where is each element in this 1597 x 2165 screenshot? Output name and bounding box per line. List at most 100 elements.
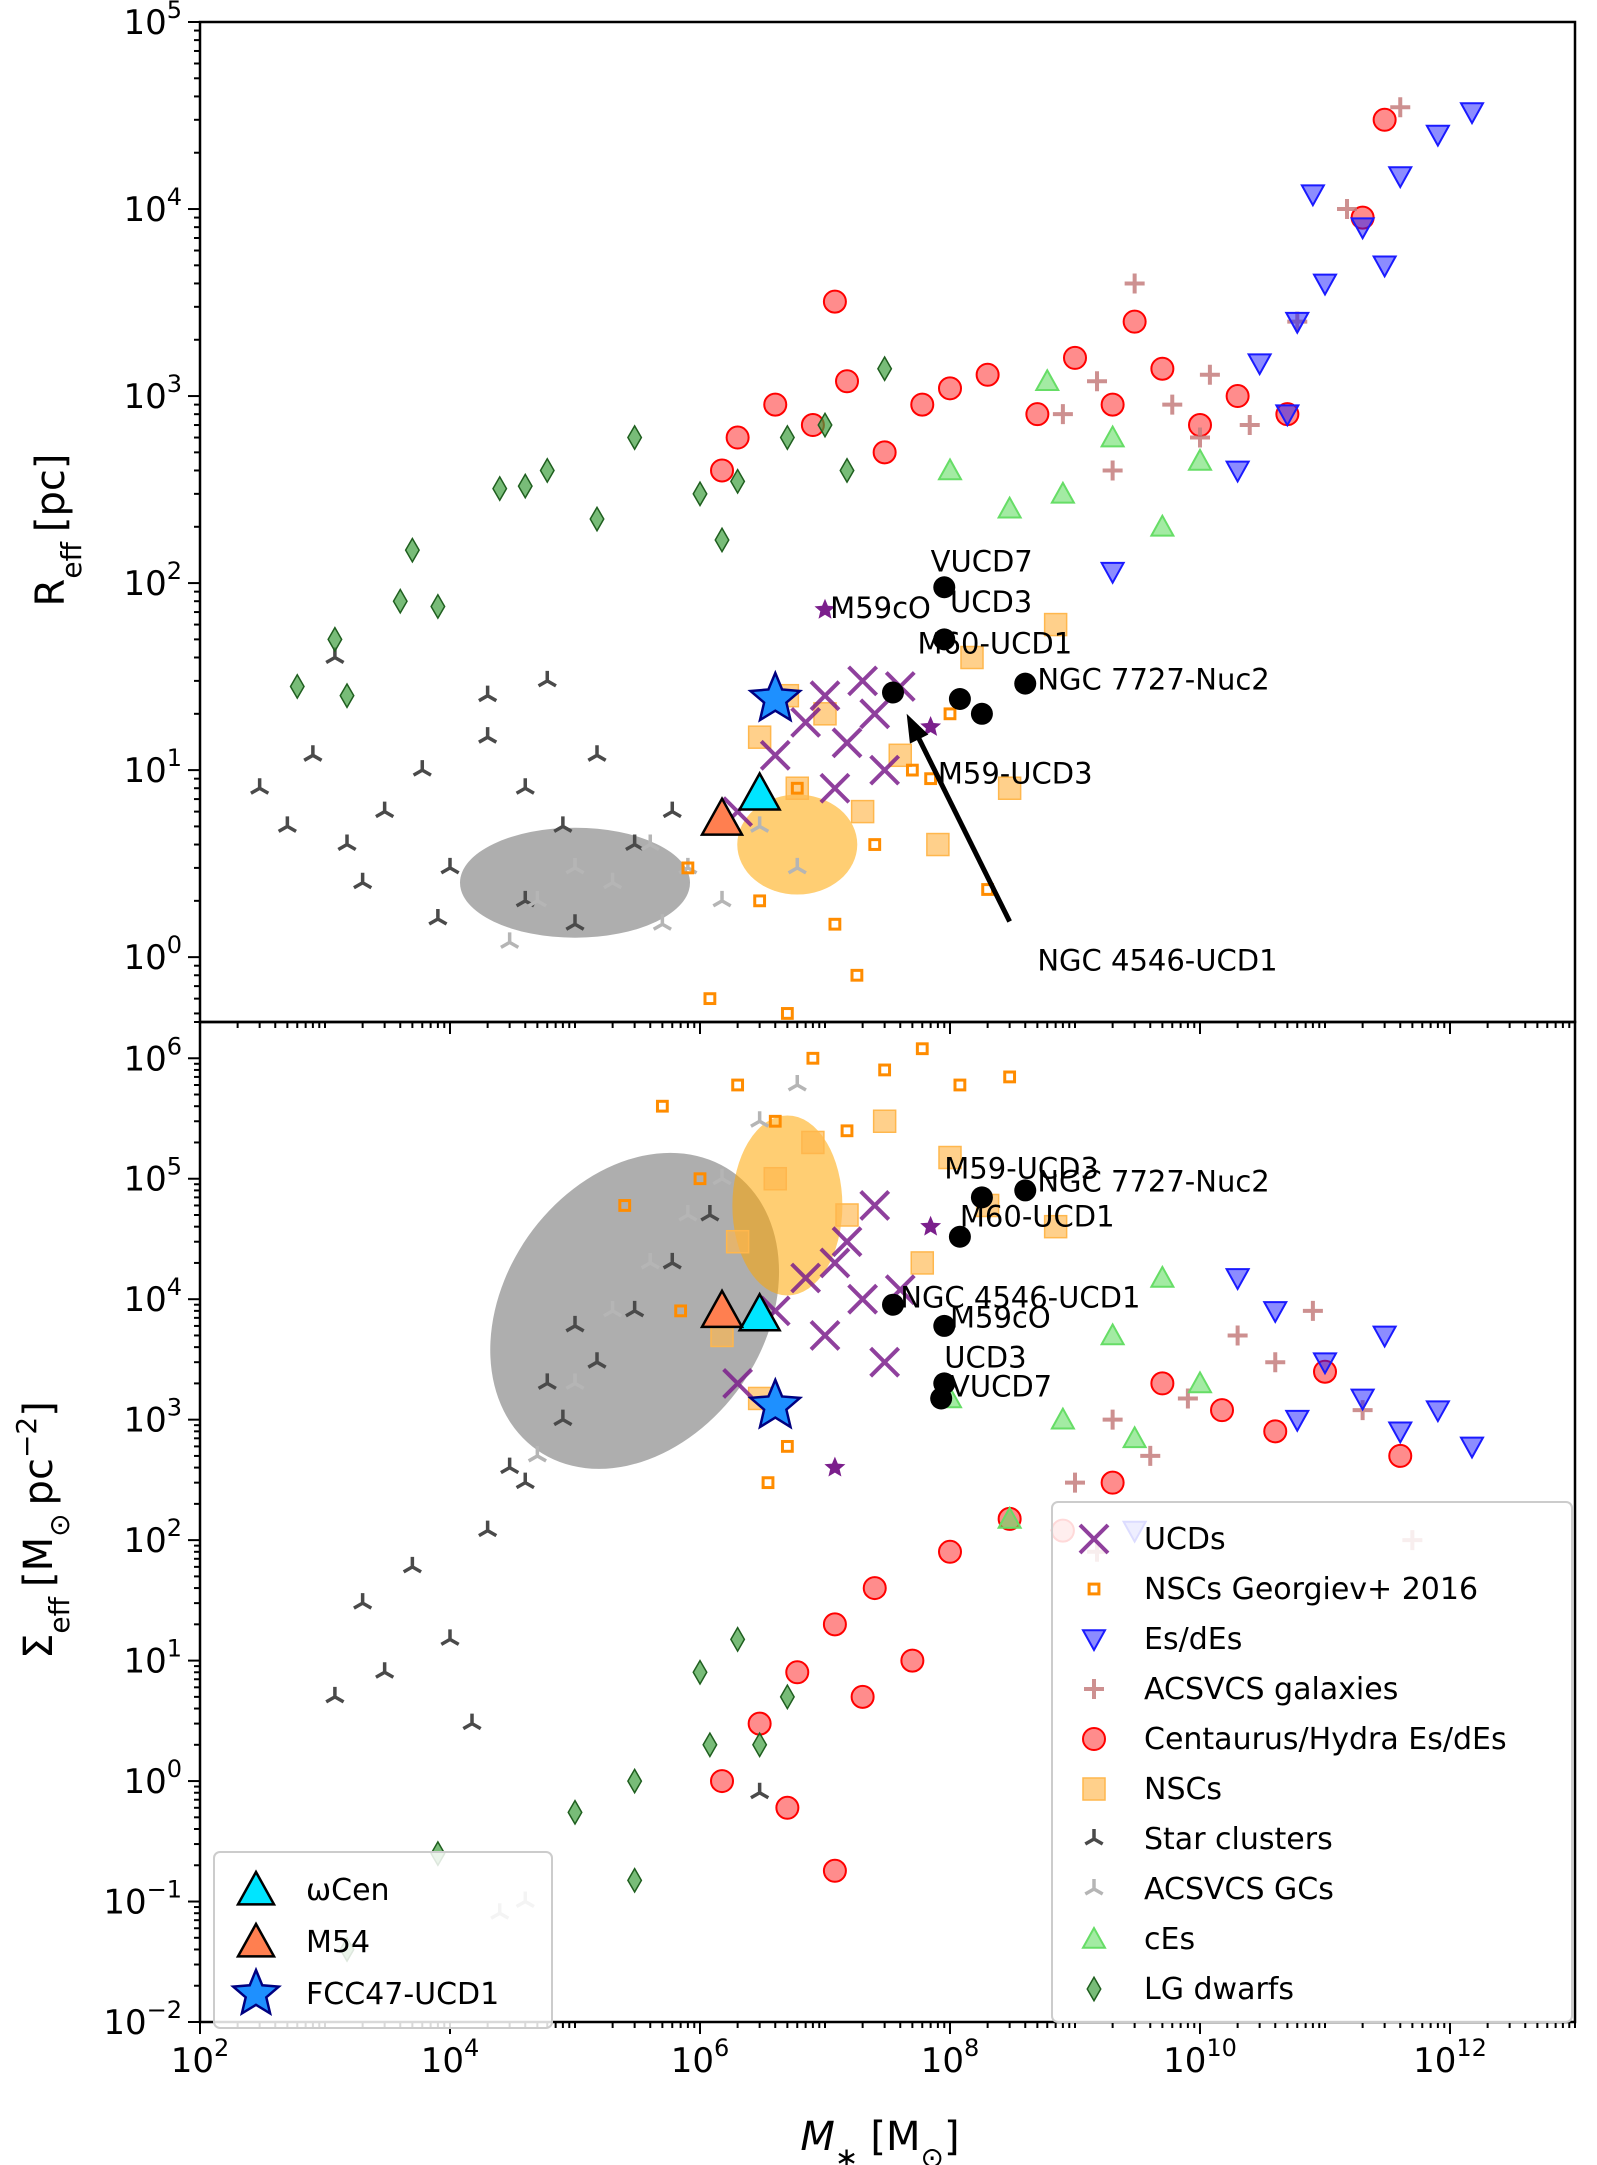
annotation-label: M59-UCD3 (938, 756, 1093, 790)
data-point (1043, 612, 1068, 637)
data-point (1224, 460, 1251, 484)
data-point (1050, 480, 1076, 504)
x-tick-label: 104 (421, 2034, 480, 2081)
axis-labels: Reff[pc] Σeff[M⊙pc−2] M∗ [M⊙] (10, 454, 960, 2165)
data-point (567, 1799, 583, 1826)
series-nscs-georgiev-2016 (618, 1042, 1017, 1490)
data-point (840, 1124, 854, 1138)
data-point (1102, 1409, 1123, 1430)
data-point (1014, 672, 1037, 695)
data-point (1239, 415, 1260, 436)
legend-marker (1084, 1829, 1104, 1846)
x-tick-label: 1010 (1163, 2034, 1237, 2081)
data-point (905, 763, 919, 777)
data-point (785, 1660, 810, 1685)
data-point (565, 1373, 585, 1390)
data-point (537, 1373, 557, 1390)
y-tick-label: 106 (123, 1032, 182, 1079)
data-point (822, 289, 847, 314)
data-point (553, 1409, 573, 1427)
legend-marker (1084, 1879, 1104, 1896)
data-point (402, 1556, 422, 1574)
data-point (933, 576, 956, 599)
data-point (900, 1648, 925, 1673)
data-point (1100, 392, 1125, 417)
data-point (565, 1315, 585, 1333)
data-point (339, 682, 355, 709)
data-point (819, 772, 851, 804)
data-point (1265, 1352, 1286, 1373)
data-point (353, 872, 373, 890)
data-point (1177, 1388, 1198, 1409)
data-point (1372, 107, 1397, 132)
data-point (910, 1251, 935, 1275)
data-point (785, 776, 810, 800)
data-point (806, 1051, 820, 1065)
data-point (948, 688, 971, 711)
data-point (655, 1099, 669, 1113)
data-point (930, 1387, 953, 1410)
data-point (500, 932, 520, 949)
data-point (779, 1683, 795, 1711)
special-point-m54 (699, 1288, 745, 1329)
data-point (975, 362, 1000, 387)
data-point (277, 816, 297, 833)
data-point (790, 781, 804, 795)
data-point (1300, 184, 1326, 208)
data-point (790, 706, 822, 738)
data-point (1349, 1388, 1376, 1412)
data-point (539, 457, 555, 484)
legend-marker (235, 1921, 277, 1958)
series-m59co-purple-star (814, 598, 942, 736)
data-point (752, 1731, 768, 1759)
data-point (640, 1252, 660, 1270)
data-point (910, 392, 935, 417)
legend-label: ACSVCS GCs (1144, 1872, 1334, 1907)
data-point (847, 665, 879, 697)
plot-area (325, 1042, 1485, 1963)
data-point (750, 1111, 770, 1128)
annotation-label: NGC 4546-UCD1 (1037, 943, 1277, 977)
gc-cloud (460, 827, 690, 938)
data-point (712, 1168, 732, 1186)
data-point (1371, 255, 1398, 279)
data-point (814, 598, 836, 619)
data-point (492, 475, 508, 502)
data-point (763, 1166, 788, 1191)
arrow-head (906, 713, 929, 744)
data-point (515, 778, 535, 795)
data-point (587, 1352, 607, 1369)
data-point (801, 1130, 825, 1155)
data-point (722, 1367, 754, 1399)
legend-label: ACSVCS galaxies (1144, 1672, 1398, 1707)
arrow-line (915, 734, 1012, 923)
y-tick-label: 103 (123, 370, 182, 417)
data-point (1199, 364, 1220, 385)
data-point (714, 526, 730, 554)
nsc-cloud (737, 794, 858, 895)
data-point (440, 857, 460, 875)
special-point-fcc47-ucd1 (747, 1376, 804, 1430)
data-point (1227, 1325, 1248, 1346)
data-point (938, 376, 962, 401)
legend-label: UCDs (1144, 1522, 1226, 1557)
data-point (1014, 1179, 1037, 1202)
legend-marker (1078, 1523, 1110, 1555)
data-point (1387, 1421, 1413, 1445)
data-point (375, 1662, 395, 1679)
data-point (970, 1186, 993, 1209)
data-point (478, 685, 498, 703)
data-point (850, 799, 875, 824)
data-point (850, 968, 864, 982)
data-point (693, 1172, 707, 1186)
data-point (1246, 353, 1273, 377)
series-black-points (882, 576, 1037, 725)
data-point (1425, 124, 1451, 148)
data-point (1122, 309, 1147, 334)
data-point (877, 355, 893, 382)
legend-marker (1081, 1925, 1107, 1949)
data-point (996, 495, 1023, 519)
data-point (937, 457, 963, 481)
annotation-label: VUCD7 (950, 1370, 1052, 1404)
